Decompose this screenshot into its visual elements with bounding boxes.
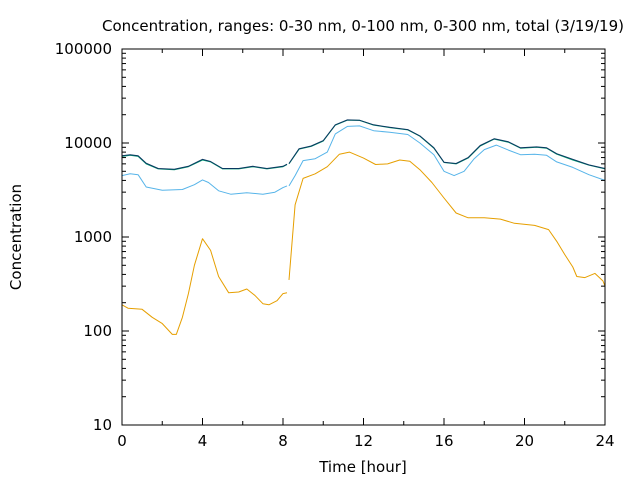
y-tick-label: 10: [93, 416, 112, 434]
y-tick-label: 10000: [64, 134, 112, 152]
x-tick-label: 24: [595, 432, 614, 450]
x-tick-label: 4: [198, 432, 208, 450]
series-layer: [121, 119, 606, 335]
series-2-line-segment-1: [121, 173, 288, 195]
series-4-line-segment-1: [121, 154, 288, 170]
y-tick-label: 1000: [74, 228, 112, 246]
x-axis: 0 4 8 12 16 20 24: [117, 49, 615, 450]
x-tick-label: 12: [354, 432, 373, 450]
y-tick-label: 100000: [55, 40, 112, 58]
y-axis-label: Concentration: [7, 184, 25, 290]
series-4-line-segment-2: [288, 119, 606, 169]
series-1-line-segment-1: [121, 238, 288, 335]
x-tick-label: 16: [434, 432, 453, 450]
series-2-line-segment-2: [288, 125, 606, 187]
x-tick-label: 20: [515, 432, 534, 450]
series-1-line-segment-2: [288, 151, 606, 287]
x-tick-label: 0: [117, 432, 127, 450]
x-tick-label: 8: [278, 432, 288, 450]
x-axis-label: Time [hour]: [318, 458, 407, 476]
y-tick-label: 100: [83, 322, 112, 340]
series-3-line-segment-2: [288, 119, 606, 170]
y-axis: 10 100 1000 10000 100000: [55, 40, 605, 434]
chart-title: Concentration, ranges: 0-30 nm, 0-100 nm…: [102, 17, 624, 35]
plot-frame: [121, 48, 606, 426]
